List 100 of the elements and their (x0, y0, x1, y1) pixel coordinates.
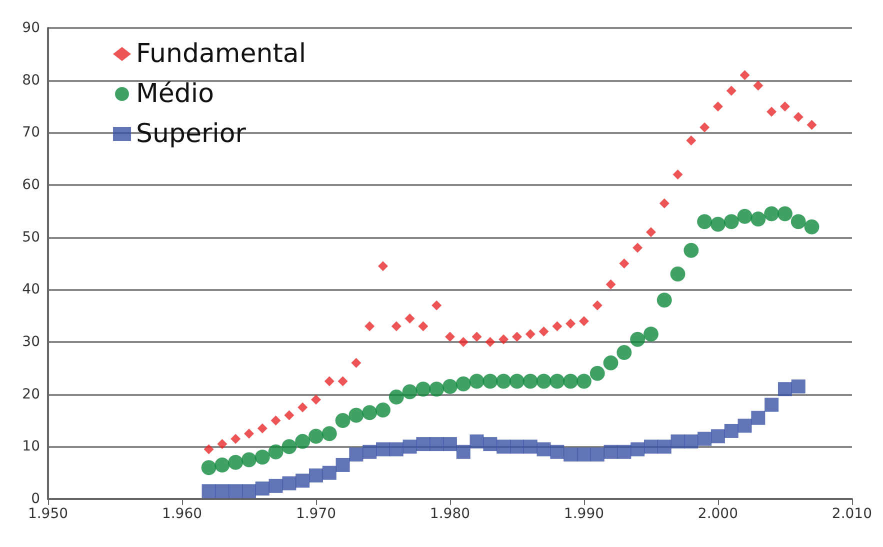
point (738, 418, 752, 433)
x-tick-label: 1.990 (564, 506, 604, 522)
point (378, 261, 388, 272)
point (348, 408, 364, 423)
point (442, 437, 457, 452)
point (496, 374, 512, 389)
point (498, 334, 509, 344)
point (590, 366, 605, 381)
point (616, 344, 632, 360)
point (751, 410, 766, 425)
point (295, 434, 310, 449)
point (804, 219, 820, 234)
point (525, 329, 536, 340)
point (469, 374, 484, 389)
x-tick-label: 1.980 (430, 506, 470, 522)
point (538, 326, 549, 337)
point (632, 242, 643, 253)
point (523, 440, 538, 454)
legend-label: Superior (136, 119, 246, 149)
point (617, 444, 632, 459)
point (335, 413, 350, 428)
point (764, 206, 780, 222)
point (643, 326, 658, 342)
point (697, 214, 712, 230)
point (254, 450, 270, 465)
point (603, 355, 618, 370)
point (550, 374, 565, 389)
point (684, 434, 698, 448)
point (432, 300, 442, 310)
point (270, 416, 281, 426)
point (268, 478, 283, 493)
point (429, 382, 444, 397)
point (710, 216, 726, 232)
y-tick-label: 80 (22, 72, 40, 88)
point (578, 316, 589, 326)
point (458, 337, 468, 347)
point (790, 214, 806, 230)
point (590, 448, 604, 462)
point (710, 429, 725, 444)
y-tick-label: 70 (22, 124, 40, 141)
y-tick-label: 10 (22, 438, 40, 455)
point (204, 444, 214, 454)
point (416, 382, 431, 397)
point (215, 484, 230, 498)
point (753, 80, 764, 91)
point (672, 170, 683, 180)
point (485, 337, 496, 347)
point (496, 440, 511, 454)
point (657, 440, 672, 454)
point (777, 206, 792, 222)
x-tick-label: 2.010 (832, 506, 872, 522)
point (430, 437, 444, 452)
point (322, 466, 336, 480)
point (576, 448, 591, 462)
point (510, 440, 524, 454)
x-tick-label: 1.950 (28, 506, 68, 522)
point (257, 423, 268, 434)
point (364, 321, 375, 332)
x-tick-label: 2.000 (698, 506, 738, 522)
point (806, 120, 817, 130)
point (522, 374, 538, 389)
point (604, 444, 618, 459)
point (670, 266, 686, 282)
point (282, 439, 297, 454)
point (550, 444, 564, 459)
point (322, 426, 337, 442)
point (444, 332, 455, 342)
point (349, 448, 364, 462)
point (766, 106, 777, 117)
y-tick-label: 60 (22, 177, 40, 193)
point (388, 389, 404, 404)
point (402, 384, 418, 400)
y-tick-label: 40 (22, 282, 40, 298)
point (724, 424, 738, 438)
point (338, 376, 348, 386)
point (472, 332, 482, 342)
point (376, 402, 390, 418)
point (566, 318, 576, 329)
point (793, 112, 804, 122)
point (726, 86, 736, 96)
point (724, 214, 739, 230)
point (630, 332, 646, 347)
point (351, 358, 362, 368)
point (482, 374, 498, 389)
point (737, 208, 752, 224)
point (362, 444, 377, 459)
point (244, 428, 254, 439)
point (700, 122, 710, 132)
point (362, 405, 378, 420)
point (456, 444, 470, 459)
point (552, 321, 562, 332)
point (228, 484, 243, 498)
point (201, 460, 216, 476)
point (404, 313, 415, 324)
point (509, 374, 524, 389)
point (284, 410, 294, 420)
point (619, 258, 630, 268)
y-tick-label: 0 (31, 491, 40, 507)
point (202, 484, 216, 498)
point (791, 379, 806, 394)
